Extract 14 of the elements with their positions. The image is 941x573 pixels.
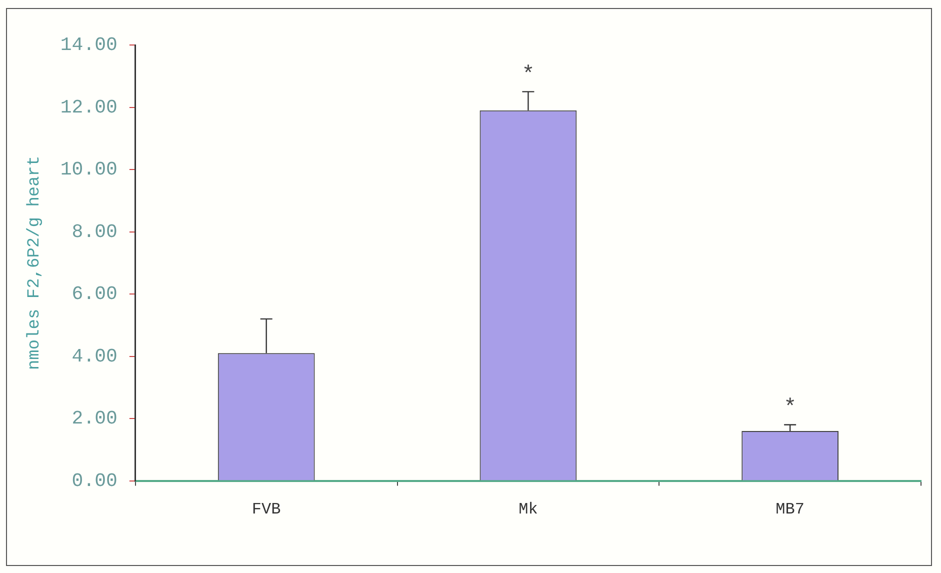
annotation: * (522, 62, 535, 88)
y-tick-label: 14.00 (60, 34, 118, 56)
x-tick-label: FVB (252, 500, 281, 519)
y-tick-label: 10.00 (60, 158, 118, 181)
annotation: * (783, 396, 797, 421)
x-tick-label: MB7 (776, 500, 804, 519)
y-tick-label: 8.00 (72, 220, 118, 243)
y-tick-label: 4.00 (72, 345, 118, 368)
y-tick-label: 6.00 (72, 283, 118, 306)
y-tick-label: 12.00 (60, 96, 118, 118)
x-tick-label: Mk (518, 500, 538, 519)
y-axis-title: nmoles F2,6P2/g heart (26, 156, 45, 370)
y-tick-label: 0.00 (72, 470, 118, 492)
y-tick-label: 2.00 (72, 408, 118, 430)
